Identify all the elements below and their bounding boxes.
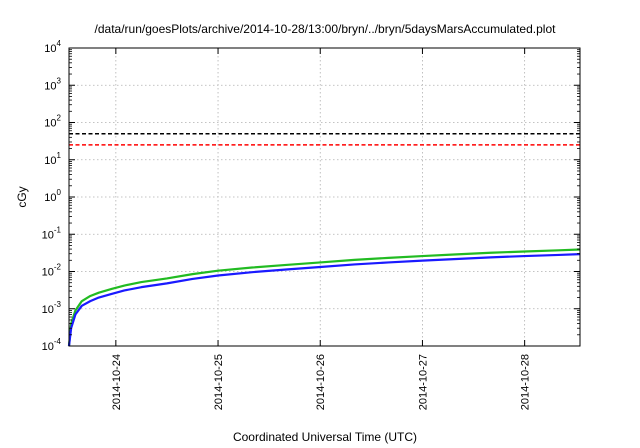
y-tick-label: 10-4 [42, 337, 62, 353]
y-tick-label: 102 [44, 114, 61, 130]
x-tick-label: 2014-10-26 [315, 354, 327, 410]
series-line [67, 253, 581, 347]
series-line [67, 248, 581, 347]
y-tick-label: 10-3 [42, 300, 62, 316]
x-tick-label: 2014-10-27 [417, 354, 429, 410]
y-tick-label: 10-2 [42, 263, 62, 279]
y-tick-label: 103 [44, 76, 61, 92]
y-tick-label-exponent: -1 [54, 225, 62, 234]
y-tick-label-exponent: -4 [54, 337, 62, 346]
y-axis-title: cGy [15, 186, 29, 207]
x-tick-label: 2014-10-28 [520, 354, 532, 410]
x-tick-label: 2014-10-25 [213, 354, 225, 410]
y-tick-label: 100 [44, 188, 61, 204]
series-lines [67, 248, 581, 347]
y-tick-label-exponent: 2 [57, 114, 62, 123]
y-tick-label: 101 [44, 151, 61, 167]
y-tick-label-base: 10 [44, 155, 56, 167]
y-tick-label-base: 10 [44, 80, 56, 92]
y-tick-label-base: 10 [42, 304, 54, 316]
x-tick-label: 2014-10-24 [111, 354, 123, 410]
y-tick-label-exponent: -2 [54, 263, 62, 272]
chart-title: /data/run/goesPlots/archive/2014-10-28/1… [95, 22, 557, 36]
y-tick-label-exponent: 1 [57, 151, 62, 160]
y-tick-label-base: 10 [44, 43, 56, 55]
grid [69, 48, 580, 346]
y-tick-label-base: 10 [42, 229, 54, 241]
y-tick-label-base: 10 [42, 341, 54, 353]
y-tick-label-base: 10 [44, 192, 56, 204]
y-tick-label-exponent: 3 [57, 76, 62, 85]
y-tick-label-exponent: -3 [54, 300, 62, 309]
y-tick-label-exponent: 4 [57, 39, 62, 48]
x-tick-labels: 2014-10-24 2014-10-25 2014-10-26 2014-10-27… [111, 354, 532, 410]
y-tick-label: 104 [44, 39, 61, 55]
reference-lines [69, 132, 580, 146]
x-axis-title: Coordinated Universal Time (UTC) [233, 430, 417, 444]
y-tick-label: 10-1 [42, 225, 62, 241]
y-tick-label-exponent: 0 [57, 188, 62, 197]
y-tick-label-base: 10 [44, 118, 56, 130]
axis-ticks [69, 47, 580, 347]
y-tick-label-base: 10 [42, 267, 54, 279]
